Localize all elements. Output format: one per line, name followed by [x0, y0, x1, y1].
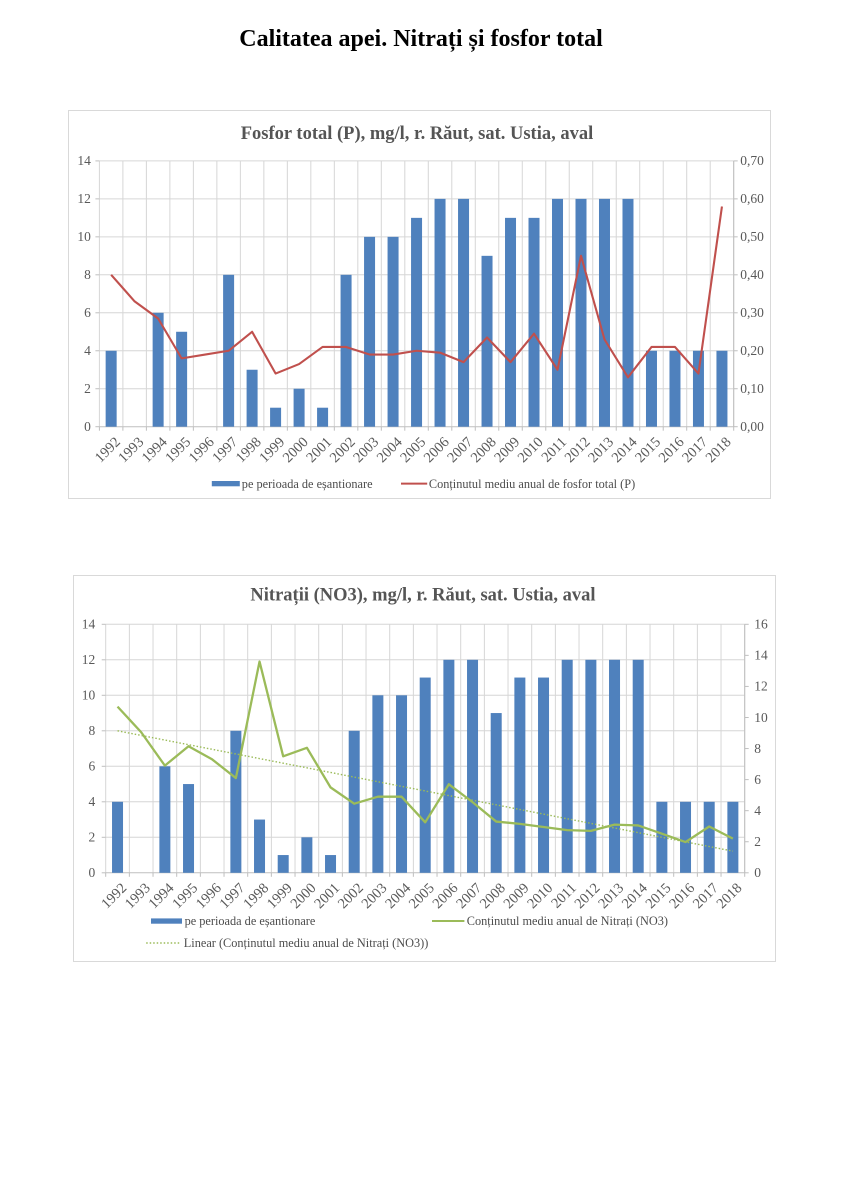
svg-text:Fosfor total (P), mg/l, r. Rău: Fosfor total (P), mg/l, r. Răut, sat. Us… [241, 124, 594, 144]
svg-text:2: 2 [84, 381, 91, 396]
svg-text:Nitrații (NO3), mg/l, r. Răut,: Nitrații (NO3), mg/l, r. Răut, sat. Usti… [250, 586, 595, 606]
svg-text:10: 10 [754, 710, 768, 725]
svg-text:6: 6 [89, 759, 96, 774]
svg-text:0: 0 [89, 865, 96, 880]
svg-text:0,70: 0,70 [740, 153, 764, 168]
svg-text:12: 12 [77, 191, 91, 206]
svg-text:0,10: 0,10 [740, 381, 764, 396]
svg-text:Linear (Conținutul mediu anual: Linear (Conținutul mediu anual de Nitraț… [184, 936, 429, 950]
svg-text:8: 8 [89, 723, 96, 738]
svg-text:2: 2 [89, 830, 96, 845]
svg-text:8: 8 [84, 267, 91, 282]
svg-text:10: 10 [82, 688, 96, 703]
svg-text:pe perioada de eșantionare: pe perioada de eșantionare [185, 914, 316, 928]
svg-text:12: 12 [82, 652, 96, 667]
svg-text:pe perioada de eșantionare: pe perioada de eșantionare [242, 477, 373, 491]
svg-text:0: 0 [754, 865, 761, 880]
svg-text:10: 10 [77, 229, 91, 244]
svg-text:2: 2 [754, 834, 761, 849]
svg-text:0,40: 0,40 [740, 267, 764, 282]
svg-text:4: 4 [84, 343, 91, 358]
svg-text:16: 16 [754, 617, 768, 632]
svg-text:4: 4 [89, 794, 96, 809]
svg-text:8: 8 [754, 741, 761, 756]
svg-text:Conținutul mediu anual de fosf: Conținutul mediu anual de fosfor total (… [429, 477, 635, 491]
svg-text:0,20: 0,20 [740, 343, 764, 358]
svg-text:12: 12 [754, 679, 768, 694]
svg-text:0,50: 0,50 [740, 229, 764, 244]
svg-text:0: 0 [84, 419, 91, 434]
svg-text:0,00: 0,00 [740, 419, 764, 434]
svg-text:14: 14 [77, 153, 91, 168]
svg-text:2018: 2018 [714, 880, 746, 912]
svg-text:14: 14 [82, 617, 96, 632]
svg-text:0,60: 0,60 [740, 191, 764, 206]
svg-text:2018: 2018 [703, 434, 735, 466]
svg-text:Conținutul mediu anual de Nitr: Conținutul mediu anual de Nitrați (NO3) [467, 914, 668, 928]
svg-text:6: 6 [84, 305, 91, 320]
svg-text:4: 4 [754, 803, 761, 818]
svg-text:14: 14 [754, 648, 768, 663]
svg-text:6: 6 [754, 772, 761, 787]
svg-text:0,30: 0,30 [740, 305, 764, 320]
